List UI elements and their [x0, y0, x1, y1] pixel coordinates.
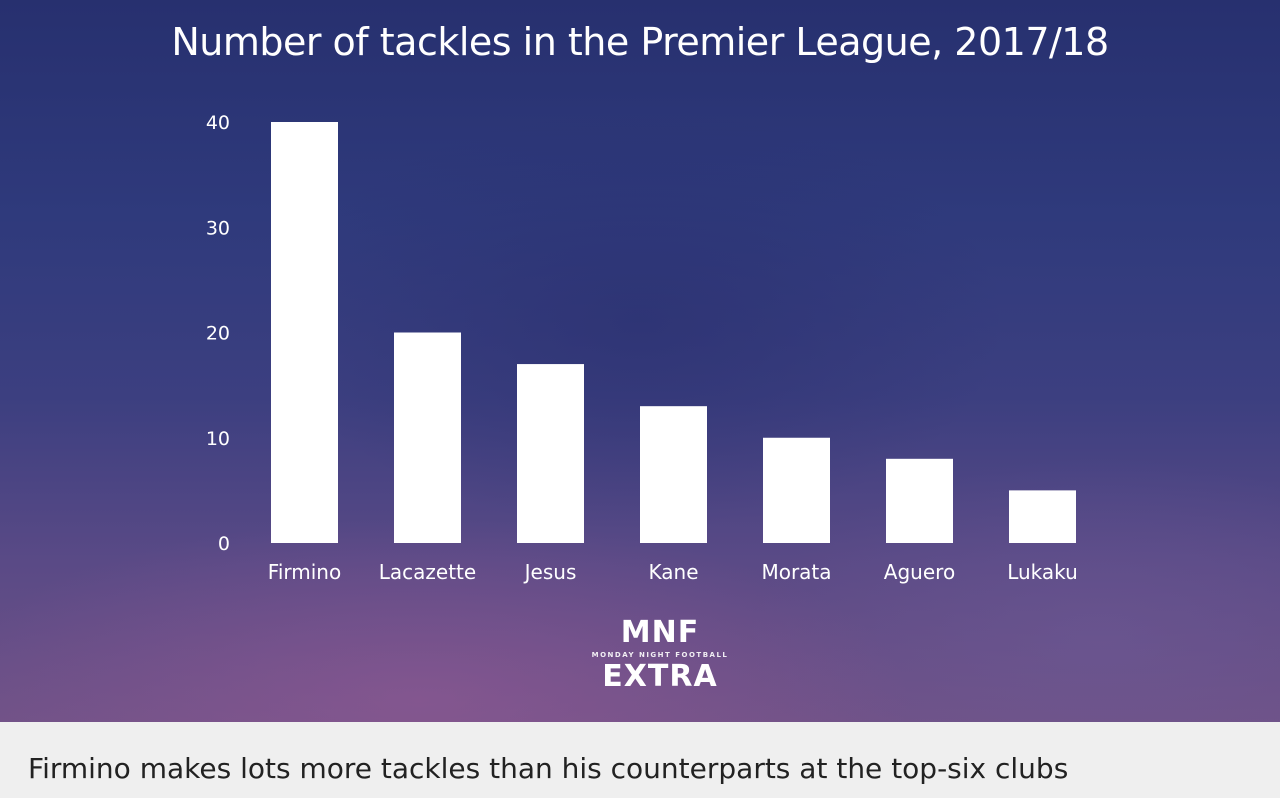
bar-lacazette [394, 332, 461, 543]
x-category-label: Morata [761, 560, 831, 584]
logo-extra-text: EXTRA [602, 659, 718, 694]
bar-chart: 0 10 20 30 40 Firmino Lacazette Jesus Kane Morata… [206, 112, 1078, 584]
x-category-label: Firmino [268, 560, 341, 584]
logo-subtitle: MONDAY NIGHT FOOTBALL [591, 651, 729, 659]
x-category-label: Kane [649, 560, 699, 584]
bar-kane [640, 406, 707, 543]
y-tick-label: 40 [206, 112, 230, 134]
x-category-label: Lacazette [379, 560, 476, 584]
y-tick-label: 30 [206, 217, 230, 239]
bar-aguero [886, 458, 953, 543]
x-category-label: Lukaku [1007, 560, 1078, 584]
bar-jesus [517, 364, 584, 543]
logo-mnf-text: MNF [620, 615, 700, 650]
y-tick-label: 10 [206, 428, 230, 450]
x-category-label: Jesus [523, 560, 577, 584]
chart-graphic: Number of tackles in the Premier League,… [0, 0, 1280, 722]
x-category-label: Aguero [884, 560, 955, 584]
image-caption: Firmino makes lots more tackles than his… [28, 752, 1069, 785]
mnf-extra-logo: MNF MONDAY NIGHT FOOTBALL EXTRA [560, 616, 760, 694]
y-tick-label: 20 [206, 323, 230, 345]
bar-morata [763, 437, 830, 543]
bar-firmino [271, 122, 338, 543]
y-tick-label: 0 [218, 533, 230, 555]
bar-lukaku [1009, 490, 1076, 543]
chart-title: Number of tackles in the Premier League,… [171, 20, 1109, 64]
